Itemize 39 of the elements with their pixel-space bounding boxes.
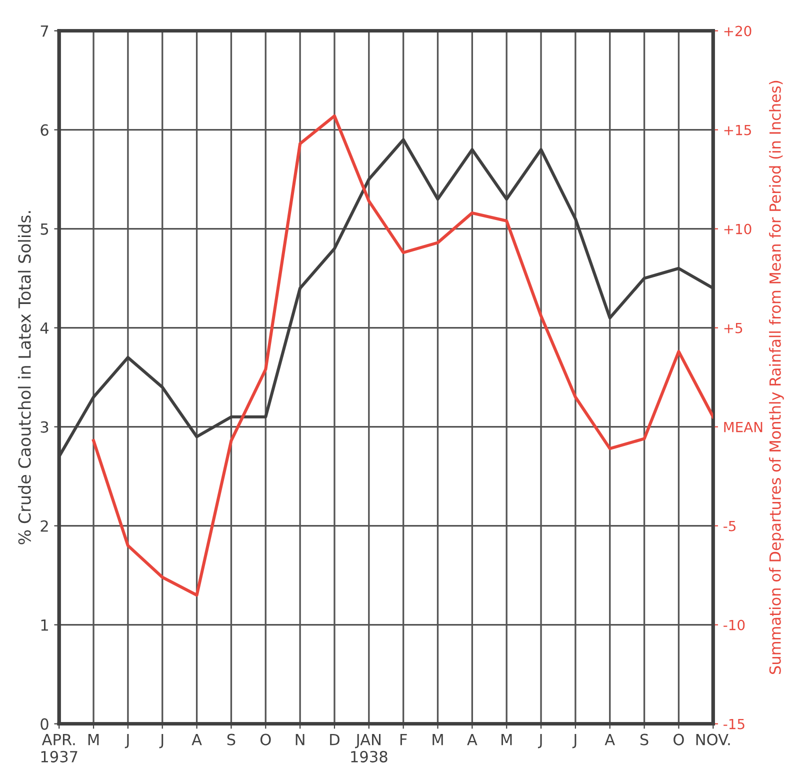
y-axis-title: % Crude Caoutchol in Latex Total Solids. bbox=[18, 211, 31, 544]
x-tick-label: J bbox=[572, 734, 576, 748]
y-tick-label: 3 bbox=[40, 421, 48, 433]
x-tick-label: J bbox=[538, 734, 542, 748]
x-tick-label: A bbox=[604, 734, 615, 746]
x-tick-label: A bbox=[192, 734, 202, 746]
y-tick-label: 7 bbox=[40, 25, 48, 37]
y2-tick-label: -15 bbox=[724, 718, 744, 730]
y2-tick-label: +5 bbox=[724, 322, 742, 334]
x-tick-label: J bbox=[124, 734, 129, 748]
x-tick-label: D bbox=[330, 734, 340, 746]
y2-tick-label: +20 bbox=[724, 26, 752, 36]
y2-tick-label: -5 bbox=[724, 520, 736, 532]
x-tick-label: A bbox=[467, 734, 478, 746]
y-tick-label: 1 bbox=[41, 619, 48, 631]
x-tick-label: S bbox=[640, 734, 648, 746]
x-tick-label: NOV. bbox=[696, 734, 730, 746]
y2-tick-label: MEAN bbox=[724, 422, 762, 432]
x-tick-label: S bbox=[227, 734, 236, 746]
line-series bbox=[92, 114, 714, 597]
x-tick-label: O bbox=[674, 734, 684, 746]
x-tick-label: N bbox=[296, 734, 304, 746]
x-tick-label: M bbox=[502, 734, 512, 746]
y-tick-label: 0 bbox=[40, 718, 48, 730]
x-tick-label: JAN 1938 bbox=[351, 734, 388, 762]
y2-tick-label: +15 bbox=[724, 124, 751, 136]
x-tick-label: M bbox=[432, 734, 443, 746]
y2-axis-title: Summation of Departures of Monthly Rainfall from Mean for Period (in Inches) bbox=[769, 80, 784, 674]
y2-tick-label: +10 bbox=[724, 224, 752, 234]
y2-tick-label: -10 bbox=[724, 620, 745, 630]
x-tick-label: O bbox=[260, 734, 271, 746]
y-tick-label: 5 bbox=[40, 223, 48, 235]
y-tick-label: 2 bbox=[40, 520, 48, 532]
y-tick-label: 6 bbox=[40, 124, 48, 136]
x-tick-label: F bbox=[400, 734, 407, 746]
y-tick-label: 4 bbox=[40, 322, 49, 334]
x-tick-label: J bbox=[159, 734, 164, 748]
x-tick-label: APR. 1937 bbox=[41, 734, 78, 762]
x-tick-label: M bbox=[88, 734, 99, 746]
